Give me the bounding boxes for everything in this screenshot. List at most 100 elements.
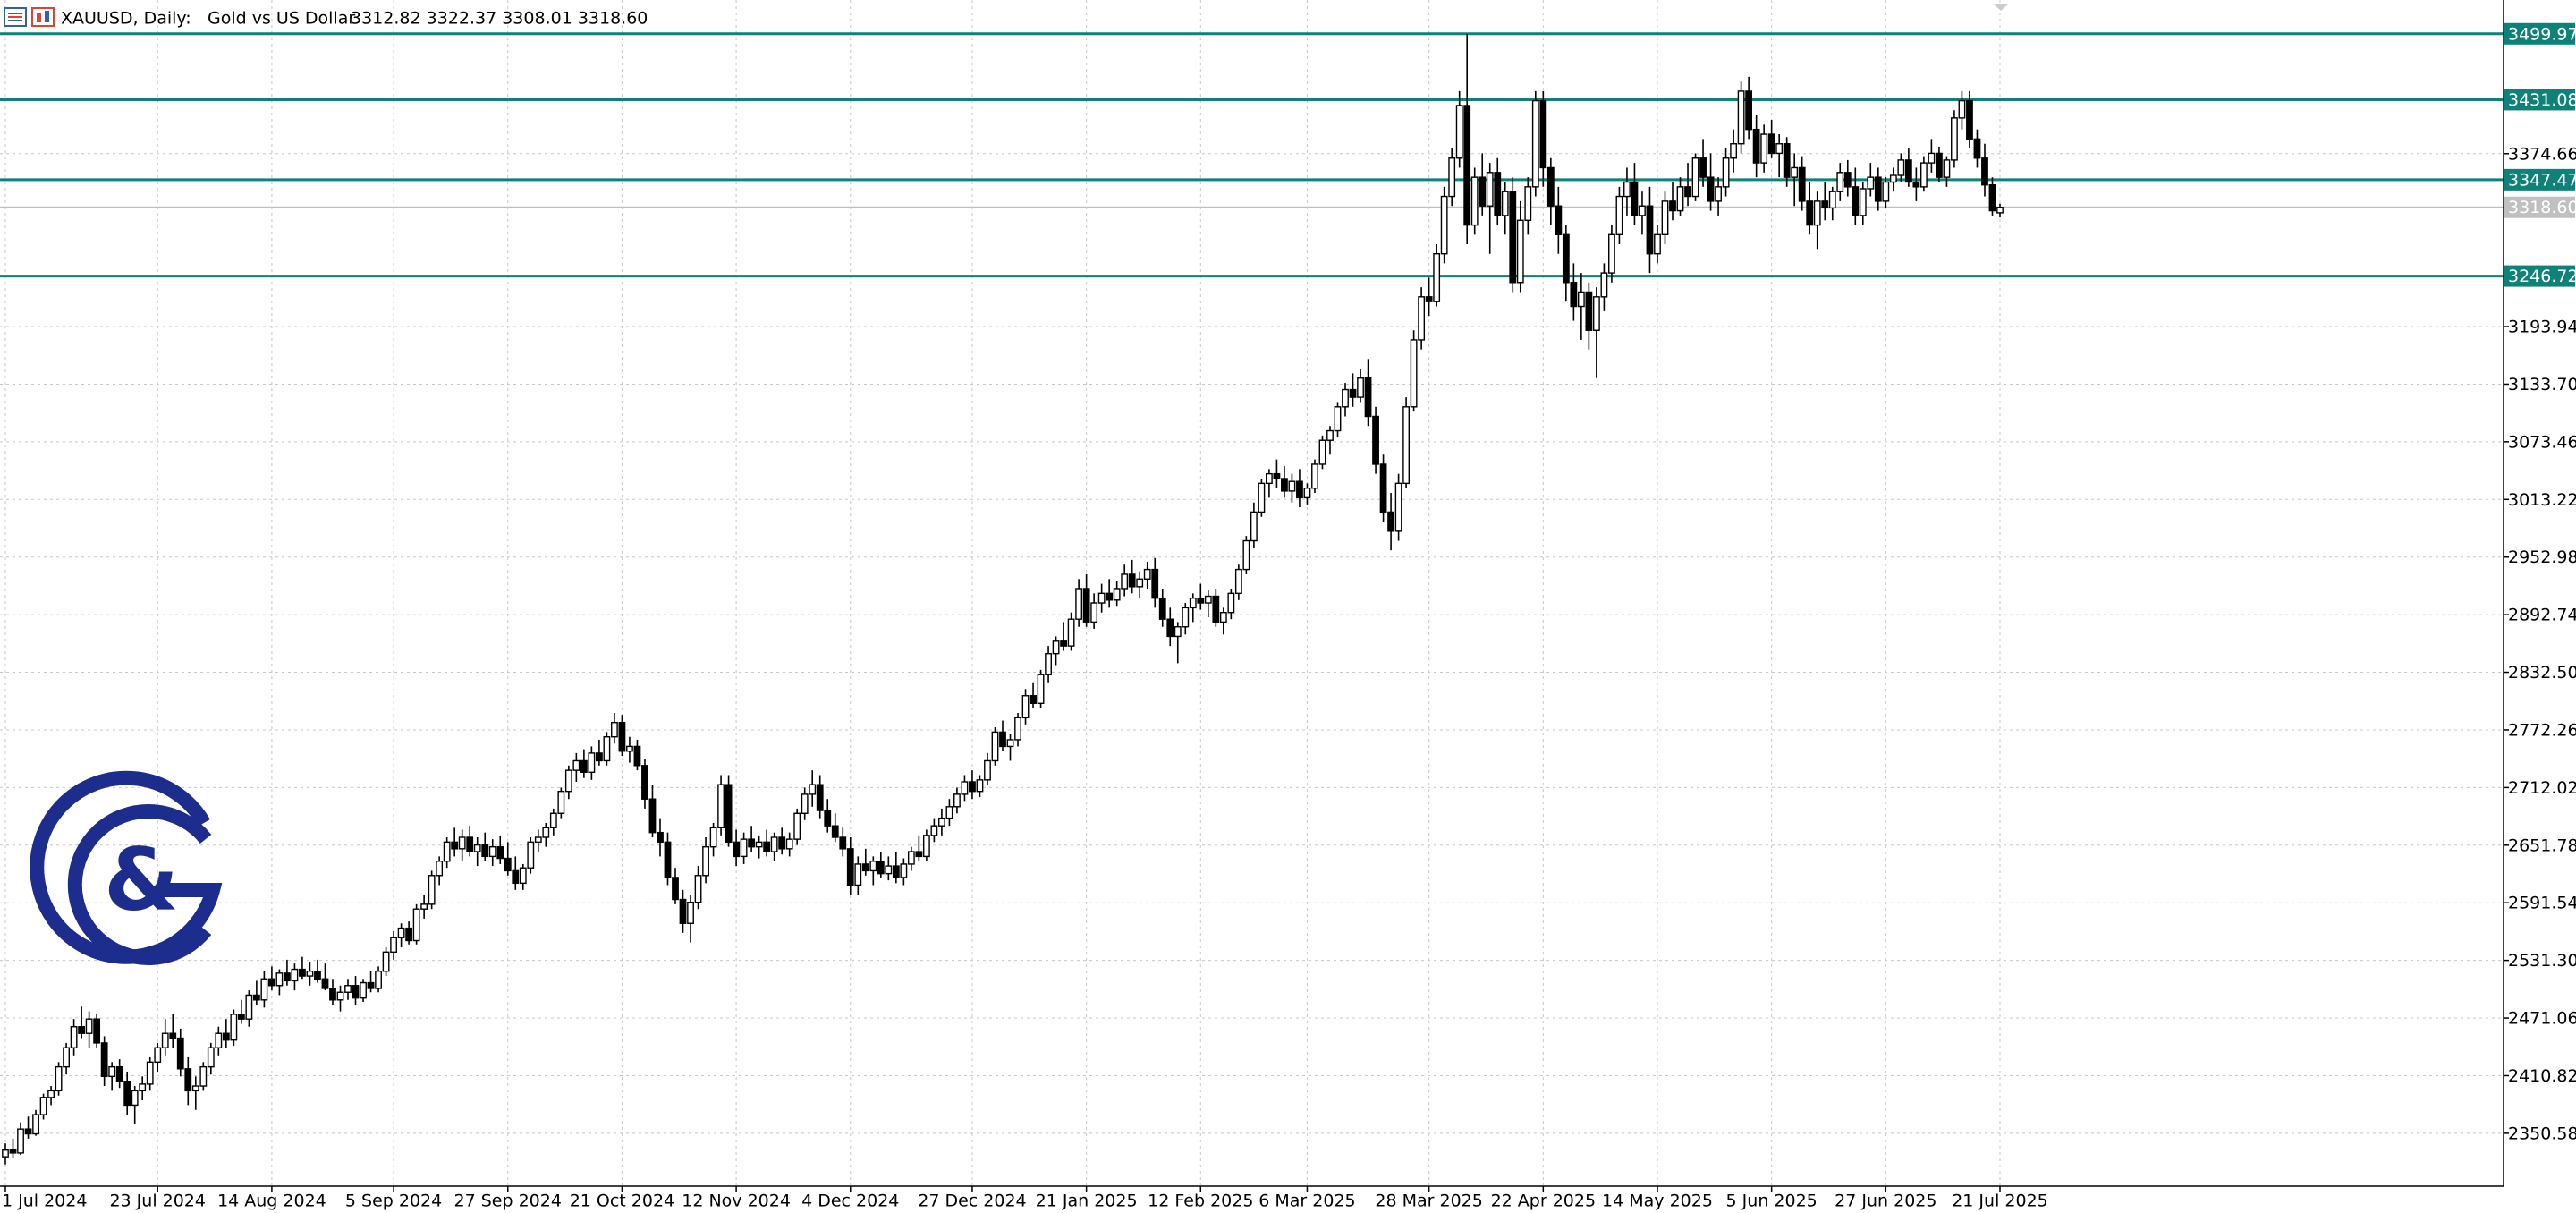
- candle-body: [1615, 195, 1623, 236]
- candle-body: [1775, 143, 1784, 155]
- candle-body: [755, 841, 763, 848]
- candle-body: [801, 793, 809, 814]
- candle-body: [1943, 159, 1951, 178]
- candle-body: [1806, 200, 1814, 226]
- candle-body: [664, 841, 672, 878]
- candle-body: [961, 781, 969, 795]
- candle-body: [1418, 296, 1426, 341]
- candle-body: [1828, 191, 1836, 209]
- candle-body: [900, 863, 908, 878]
- candle-body: [1928, 152, 1936, 164]
- candle-body: [633, 745, 641, 767]
- candle-body: [63, 1047, 70, 1068]
- y-tick-label: 2350.58: [2508, 1124, 2576, 1143]
- candle-body: [1951, 117, 1958, 161]
- description: Gold vs US Dollar: [208, 9, 355, 29]
- candle-body: [1722, 157, 1730, 188]
- candle-body: [1852, 186, 1860, 216]
- level-label: 3347.47: [2508, 170, 2576, 190]
- candle-body: [1197, 597, 1205, 604]
- x-tick-label: 27 Sep 2024: [454, 1192, 562, 1211]
- candle-body: [1052, 640, 1060, 655]
- candle-body: [1311, 463, 1318, 489]
- candle-body: [1958, 99, 1966, 119]
- candle-body: [1242, 539, 1250, 571]
- scroll-marker: [1993, 4, 2009, 11]
- candle-body: [1867, 176, 1875, 190]
- candle-body: [1006, 739, 1014, 748]
- candle-body: [1691, 157, 1699, 198]
- candle-body: [572, 759, 580, 771]
- candle-body: [1981, 157, 1988, 186]
- candle-body: [473, 844, 481, 852]
- candle-body: [1813, 200, 1821, 226]
- candle-body: [1151, 568, 1159, 599]
- candle-body: [1166, 618, 1174, 638]
- candle-body: [1486, 172, 1494, 207]
- candle-body: [534, 836, 542, 844]
- y-tick-label: 3374.66: [2508, 144, 2576, 164]
- candle-body: [1608, 233, 1615, 274]
- candle-body: [809, 784, 817, 795]
- candle-body: [108, 1065, 116, 1078]
- y-tick-label: 3073.46: [2508, 432, 2576, 452]
- candle-body: [466, 836, 474, 852]
- candle-body: [1189, 597, 1197, 609]
- candle-body: [1936, 152, 1943, 178]
- candle-body: [1654, 233, 1661, 255]
- candle-body: [1121, 573, 1129, 590]
- candle-body: [1570, 282, 1578, 308]
- candle-body: [549, 812, 557, 829]
- ohlc: 3312.82 3322.37 3308.01 3318.60: [351, 9, 648, 29]
- candle-body: [504, 857, 512, 872]
- candle-body: [139, 1083, 147, 1092]
- candle-body: [687, 902, 694, 924]
- candle-body: [1394, 482, 1402, 532]
- candle-body: [778, 836, 786, 850]
- candle-body: [793, 812, 801, 840]
- candle-body: [733, 841, 740, 858]
- candle-body: [1669, 200, 1676, 212]
- candle-body: [816, 784, 824, 811]
- candle-body: [641, 765, 648, 800]
- y-tick-label: 3133.70: [2508, 375, 2576, 394]
- candle-body: [907, 851, 915, 865]
- candle-body: [436, 861, 444, 877]
- candle-body: [100, 1042, 108, 1078]
- candle-body: [1318, 439, 1326, 465]
- candle-body: [953, 793, 961, 808]
- candle-body: [922, 835, 930, 858]
- x-tick-label: 4 Dec 2024: [801, 1192, 899, 1211]
- candle-body: [1562, 233, 1570, 284]
- candle-body: [512, 869, 520, 885]
- axis: 3374.66 3193.94 3133.70 3073.46 3013.22 2952.…: [2, 22, 2576, 1211]
- y-tick-label: 3013.22: [2508, 490, 2576, 510]
- x-tick-label: 1 Jul 2024: [2, 1192, 87, 1211]
- candle-body: [1600, 272, 1608, 298]
- candle-body: [976, 779, 984, 793]
- logo-ring: [30, 770, 223, 964]
- candle-body: [390, 937, 397, 954]
- candle-body: [55, 1065, 63, 1092]
- level-label-box: [2504, 89, 2575, 111]
- candle-body: [1745, 90, 1753, 131]
- candle-body: [443, 841, 451, 862]
- icon-bar: [45, 11, 49, 22]
- candle-body: [1281, 478, 1288, 492]
- candle-body: [70, 1026, 78, 1048]
- x-tick-label: 14 Aug 2024: [217, 1192, 326, 1211]
- candle-body: [1067, 618, 1075, 647]
- candle-body: [222, 1032, 230, 1041]
- candle-body: [1988, 184, 1996, 212]
- candle-body: [839, 836, 847, 850]
- candle-body: [1684, 186, 1691, 198]
- candle-body: [1379, 463, 1387, 513]
- chart-icon[interactable]: [31, 7, 55, 27]
- candle-body: [1516, 219, 1524, 284]
- candle-body: [405, 927, 413, 942]
- candle-body: [892, 865, 900, 878]
- candle-body: [1303, 487, 1311, 499]
- level-label: 3499.97: [2508, 24, 2576, 44]
- candle-body: [1546, 166, 1555, 207]
